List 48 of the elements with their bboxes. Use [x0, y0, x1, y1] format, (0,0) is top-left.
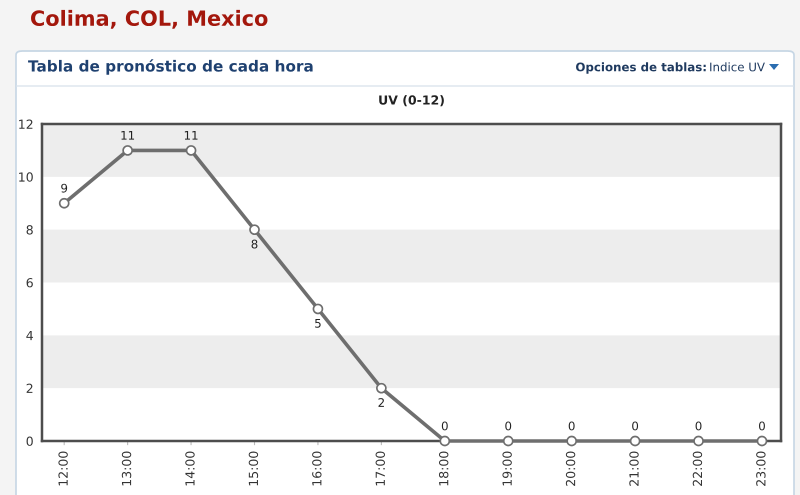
x-tick-label: 20:00	[566, 452, 576, 486]
y-tick-label: 0	[26, 436, 33, 446]
x-tick-label: 17:00	[376, 452, 385, 486]
data-label: 5	[315, 319, 321, 328]
data-label: 0	[442, 421, 448, 430]
y-tick-label: 12	[19, 119, 32, 129]
text: Opciones de tablas:	[576, 62, 706, 74]
data-label: 11	[184, 131, 198, 140]
x-tick-label: 15:00	[248, 452, 258, 486]
x-tick-label: 14:00	[185, 452, 195, 486]
x-tick-label: 18:00	[438, 452, 448, 486]
y-tick-label: 4	[26, 330, 33, 340]
point	[249, 224, 260, 236]
point	[439, 436, 450, 446]
text: Colima, COL, Mexico	[31, 10, 268, 29]
point	[502, 436, 514, 446]
x-tick-label: 21:00	[629, 452, 639, 486]
data-label: 0	[505, 421, 512, 430]
x-tick-label: 13:00	[122, 452, 132, 486]
x-tick-label: 12:00	[58, 452, 68, 486]
point	[756, 436, 768, 446]
point	[693, 436, 704, 446]
y-tick-label: 10	[19, 172, 33, 182]
data-label: 0	[632, 421, 638, 430]
y-tick-label: 8	[26, 225, 33, 235]
data-label: 8	[252, 240, 258, 249]
data-label: 0	[758, 421, 765, 430]
point	[312, 304, 324, 314]
x-tick-label: 19:00	[502, 452, 512, 486]
data-label: 0	[696, 421, 702, 430]
x-tick-label: 16:00	[312, 452, 322, 486]
x-tick-label: 22:00	[692, 452, 702, 486]
point	[376, 382, 387, 394]
text: Indice UV	[710, 62, 765, 72]
chart-title: UV (0-12)	[379, 95, 444, 106]
data-label: 2	[378, 398, 384, 407]
data-label: 9	[61, 184, 68, 193]
y-tick-label: 2	[26, 384, 32, 393]
text: Tabla de pronóstico de cada hora	[28, 59, 313, 75]
data-label: 11	[121, 131, 134, 140]
point	[566, 436, 578, 446]
point	[186, 145, 196, 156]
point	[122, 145, 133, 156]
x-tick-label: 23:00	[756, 452, 766, 486]
data-label: 0	[568, 421, 575, 430]
point	[58, 198, 70, 209]
point	[630, 436, 640, 446]
y-tick-label: 6	[26, 278, 33, 288]
